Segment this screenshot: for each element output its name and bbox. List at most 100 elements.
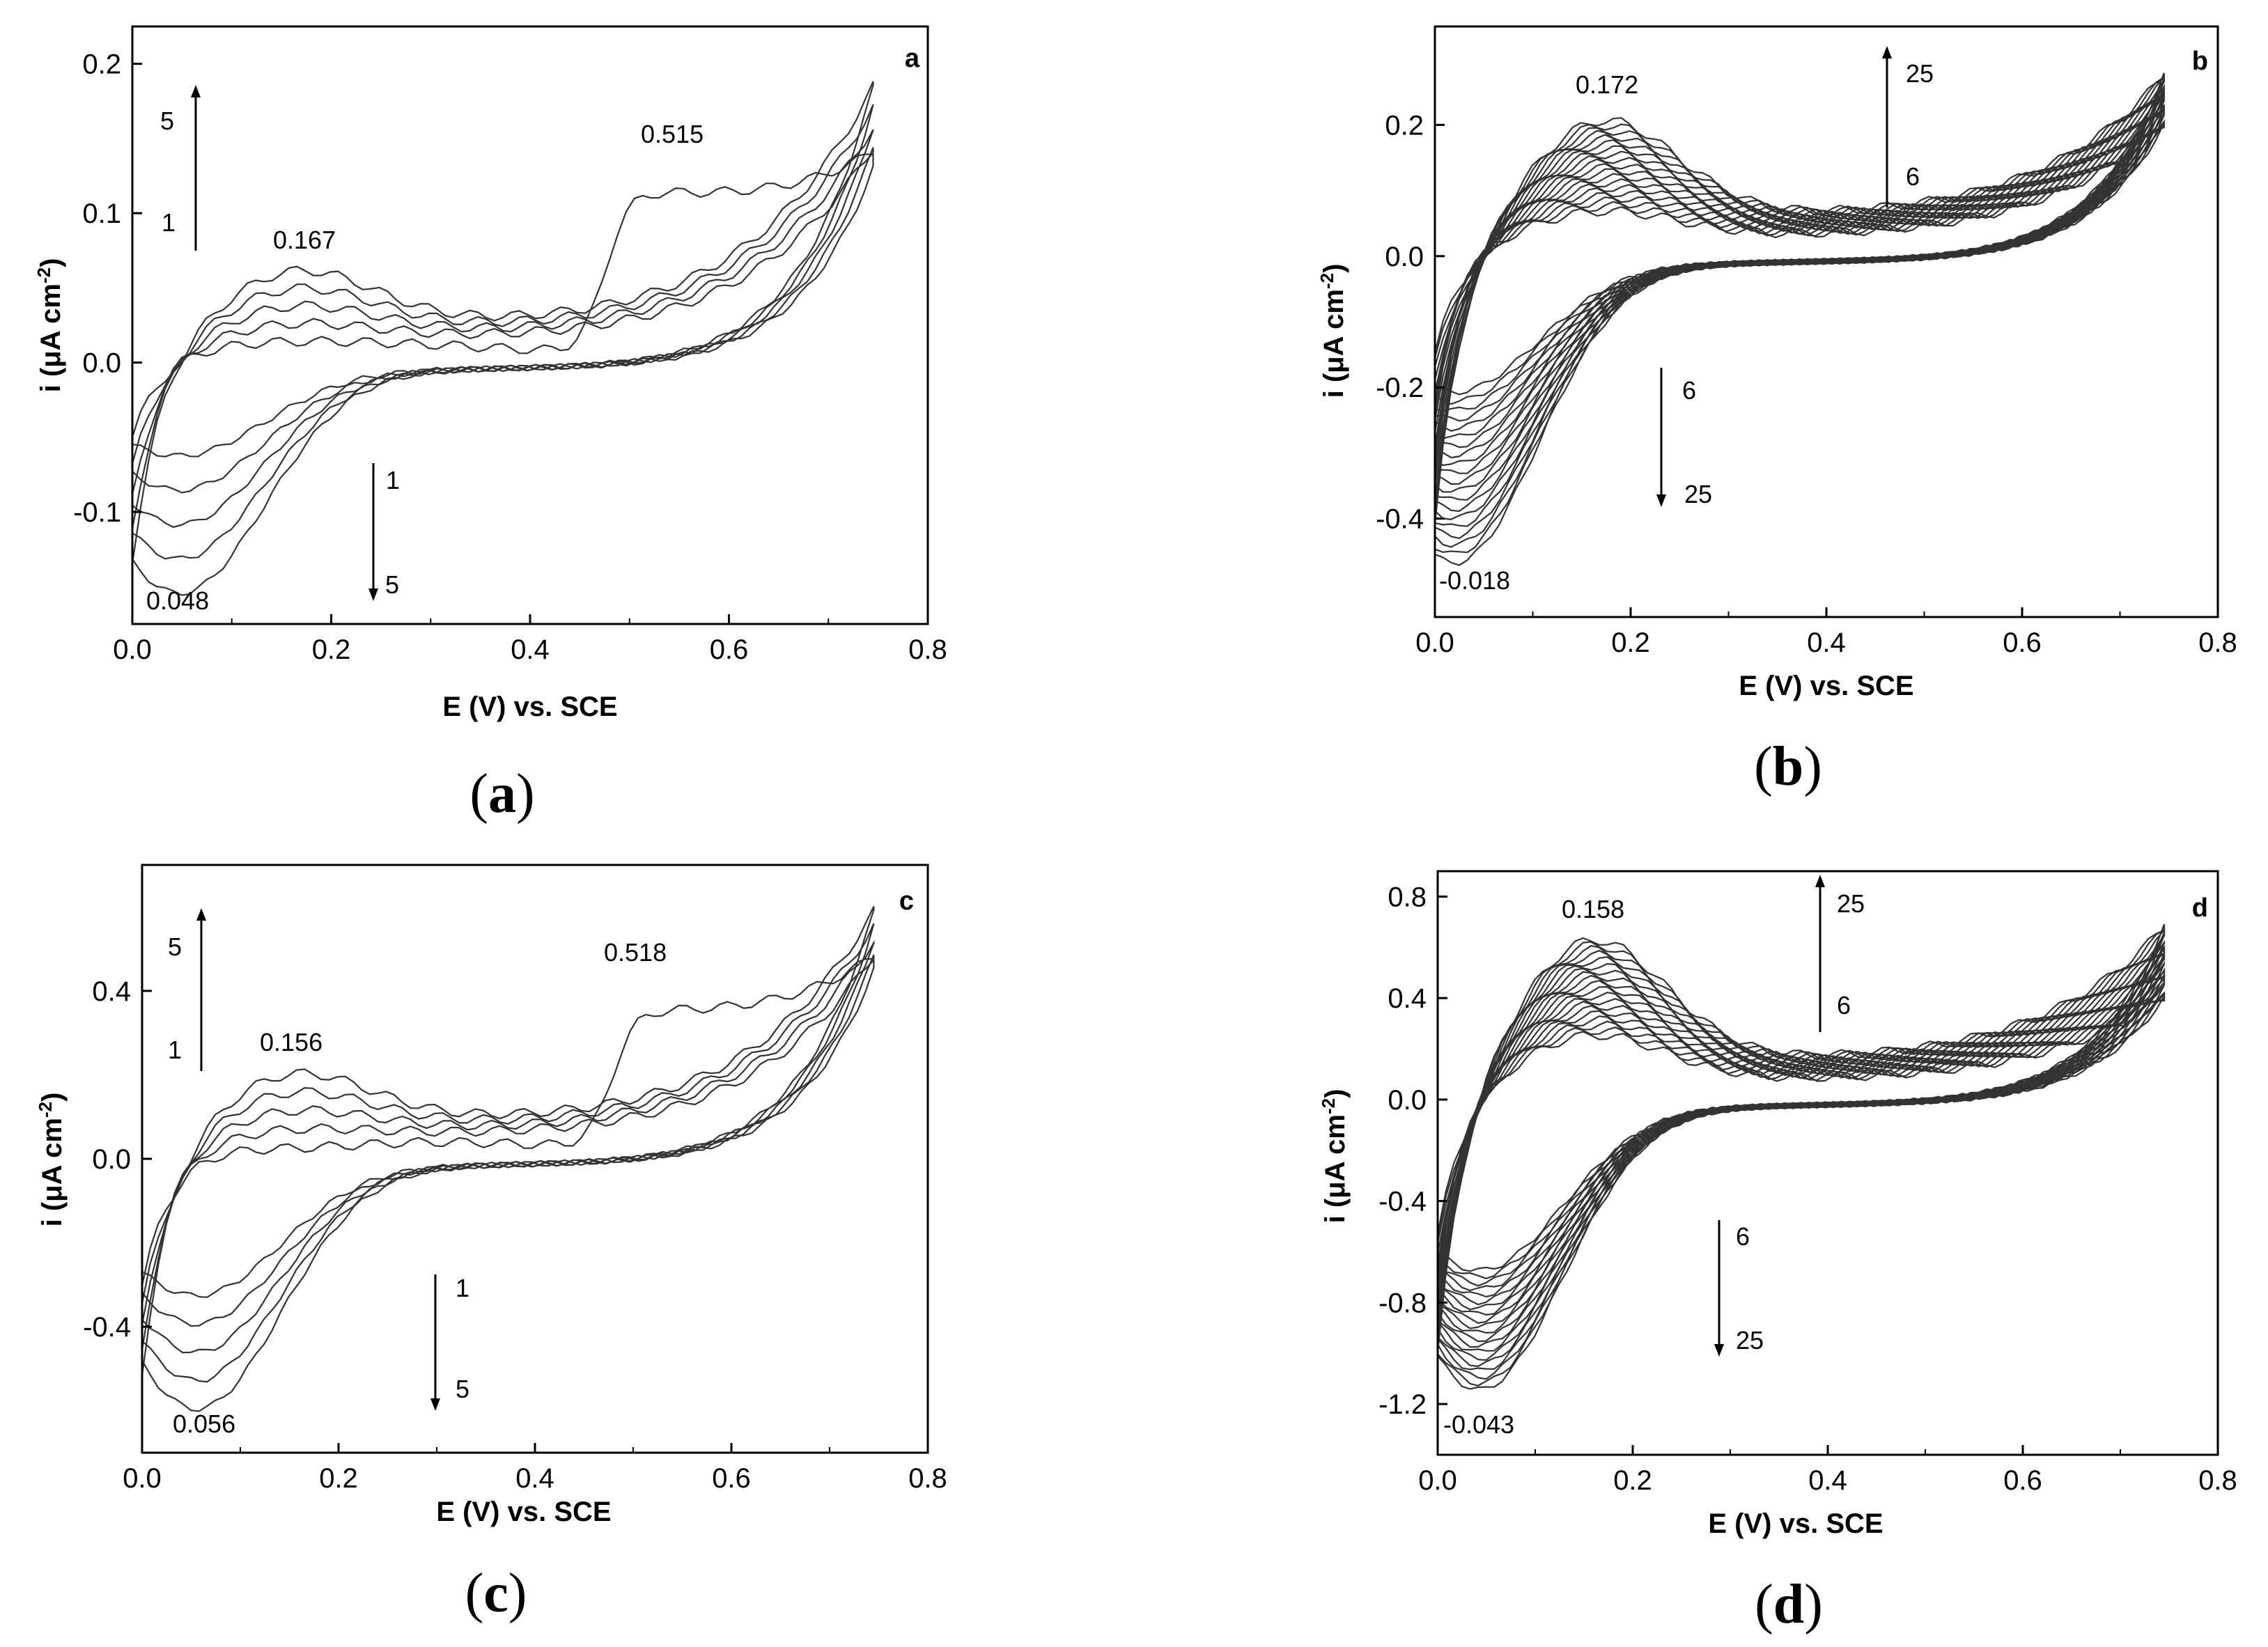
arrowhead-down: [430, 1398, 440, 1411]
annotation-cycle-top: 25: [1906, 59, 1934, 88]
annotation-cycle-bottom: 25: [1684, 480, 1712, 508]
y-tick-label: -0.4: [1378, 1187, 1427, 1217]
cv-cycle-curve: [1436, 944, 2166, 1361]
x-tick-label: 0.6: [2003, 627, 2042, 658]
x-tick-label: 0.2: [1613, 1465, 1652, 1496]
x-tick-label: 0.8: [2198, 627, 2237, 658]
cv-cycle-curve: [1434, 93, 2165, 501]
annotation-cycle-top: 5: [168, 932, 182, 961]
panel-caption: (b): [1754, 736, 1822, 797]
y-tick-label: 0.2: [82, 49, 121, 80]
y-tick-label: -0.1: [73, 497, 121, 528]
arrowhead-down: [1656, 494, 1666, 507]
cv-cycle-curve: [1434, 88, 2165, 513]
x-tick-label: 0.2: [312, 634, 351, 665]
y-tick-label: -1.2: [1378, 1389, 1427, 1420]
annotation-cycle-bottom: 1: [168, 1036, 182, 1064]
cv-cycle-curve: [1434, 92, 2165, 485]
arrowhead-down: [368, 588, 378, 601]
panel-caption: (c): [465, 1563, 527, 1624]
panel-corner-label: a: [905, 44, 920, 73]
cv-cycle-curve: [1434, 72, 2165, 566]
arrowhead-up: [191, 85, 201, 97]
panel-caption: (d): [1755, 1574, 1823, 1635]
annotation-peak-second: 0.518: [604, 938, 667, 967]
annotation-cycle-bottom: 6: [1837, 991, 1851, 1020]
y-tick-label: 0.8: [1388, 882, 1427, 912]
annotation-cycle-bottom: 6: [1906, 162, 1920, 191]
cv-cycle-curve: [1434, 87, 2165, 521]
y-tick-label: 0.0: [92, 1144, 131, 1175]
cv-cycle-curve: [141, 923, 875, 1383]
x-tick-label: 0.6: [2003, 1465, 2042, 1496]
x-tick-label: 0.6: [712, 1463, 751, 1494]
arrowhead-up: [1882, 46, 1892, 58]
y-tick-label: 0.4: [92, 976, 131, 1007]
x-axis-label: E (V) vs. SCE: [1739, 671, 1913, 701]
cv-cycle-curve: [141, 954, 875, 1327]
cv-cycle-curve: [1436, 939, 2166, 1368]
annotation-peak-second: 0.515: [641, 120, 704, 148]
cv-cycle-curve: [1436, 974, 2166, 1311]
annotation-peak-cathodic: 0.048: [146, 586, 209, 615]
y-tick-label: -0.2: [1376, 373, 1424, 403]
y-tick-label: -0.8: [1378, 1288, 1427, 1318]
cv-cycle-curve: [131, 104, 874, 560]
y-axis-label: i (μA cm-2): [33, 258, 66, 393]
x-tick-label: 0.6: [710, 634, 749, 665]
cv-cycle-curve: [1436, 923, 2166, 1390]
annotation-cycle-bottom: 25: [1736, 1326, 1764, 1355]
annotation-cycle-bottom: 1: [162, 208, 176, 237]
cv-cycle-curve: [131, 81, 874, 596]
y-axis-label: i (μA cm-2): [1318, 1089, 1351, 1224]
x-tick-label: 0.0: [113, 634, 152, 665]
annotation-cycle-bottom: 5: [456, 1375, 469, 1403]
panel-corner-label: b: [2192, 47, 2208, 76]
plot-frame: [141, 864, 929, 1454]
cv-cycle-curve: [1434, 84, 2165, 527]
plot-frame: [1436, 870, 2219, 1456]
panel-caption: (a): [469, 763, 534, 825]
cv-cycle-curve: [1434, 75, 2165, 554]
cv-cycle-curve: [131, 147, 874, 494]
cv-cycle-curve: [131, 153, 874, 458]
annotation-peak-anodic: 0.156: [260, 1028, 323, 1056]
y-tick-label: 0.1: [82, 198, 121, 229]
x-tick-label: 0.2: [319, 1463, 358, 1494]
x-axis-label: E (V) vs. SCE: [1708, 1508, 1883, 1539]
y-tick-label: 0.0: [82, 348, 121, 379]
y-tick-label: -0.4: [1376, 504, 1424, 535]
cv-cycle-curve: [1436, 932, 2166, 1371]
plot-frame: [131, 25, 929, 625]
arrowhead-up: [1815, 875, 1825, 887]
x-tick-label: 0.0: [123, 1463, 162, 1494]
y-axis-label: i (μA cm-2): [1316, 264, 1349, 398]
panel-corner-label: d: [2192, 893, 2208, 923]
annotation-cycle-top: 25: [1837, 889, 1865, 918]
x-tick-label: 0.8: [908, 634, 947, 665]
annotation-cycle-top: 5: [160, 107, 174, 135]
x-tick-label: 0.4: [515, 1463, 554, 1494]
annotation-peak-anodic: 0.167: [273, 226, 336, 254]
cv-cycle-curve: [1434, 120, 2165, 412]
x-tick-label: 0.8: [908, 1463, 947, 1494]
cv-cycle-curve: [1436, 968, 2166, 1324]
x-axis-label: E (V) vs. SCE: [442, 692, 617, 722]
x-tick-label: 0.2: [1611, 627, 1650, 658]
cv-cycle-curve: [141, 939, 875, 1354]
y-tick-label: 0.0: [1388, 1085, 1427, 1116]
cv-cycle-curve: [1434, 74, 2165, 548]
panel-a: 0.0 0.2 0.4 0.6 0.8 -0.1 0.0 0.1 0.2 a E (V) vs.…: [33, 25, 947, 825]
panel-c: 0.0 0.2 0.4 0.6 0.8 -0.4 0.0 0.4 c E (V) vs. SC…: [35, 864, 947, 1624]
annotation-peak-cathodic: -0.018: [1439, 566, 1510, 595]
cv-cycle-curve: [131, 129, 874, 529]
y-tick-label: 0.0: [1385, 242, 1424, 272]
cv-cycle-curve: [1436, 946, 2166, 1352]
cv-cycle-curve: [141, 958, 875, 1298]
x-axis-label: E (V) vs. SCE: [436, 1497, 611, 1527]
annotation-peak-anodic: 0.172: [1576, 70, 1638, 99]
x-tick-label: 0.0: [1415, 627, 1454, 658]
x-tick-label: 0.8: [2198, 1465, 2237, 1496]
annotation-cycle-top: 1: [456, 1274, 469, 1302]
